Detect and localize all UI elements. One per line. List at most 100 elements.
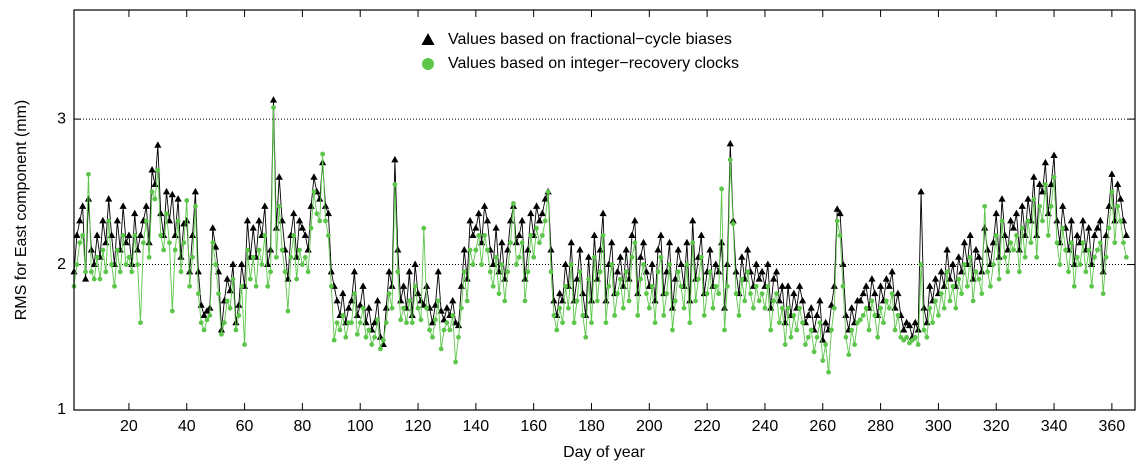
circle-marker	[918, 262, 924, 267]
triangle-marker	[174, 195, 182, 202]
triangle-marker	[350, 267, 359, 275]
circle-marker	[915, 342, 921, 347]
circle-marker	[742, 298, 748, 304]
triangle-marker	[498, 238, 506, 246]
circle-marker	[268, 269, 273, 275]
circle-marker	[768, 327, 774, 333]
circle-marker	[227, 305, 233, 311]
triangle-marker	[732, 267, 740, 275]
triangle-marker	[512, 238, 520, 246]
circle-marker	[221, 320, 227, 326]
triangle-marker	[842, 311, 850, 318]
triangle-marker	[608, 238, 616, 246]
triangle-marker	[417, 296, 425, 304]
circle-marker	[169, 308, 175, 314]
triangle-marker	[790, 289, 798, 297]
circle-marker	[730, 221, 736, 227]
triangle-marker	[556, 289, 564, 297]
circle-marker	[132, 233, 138, 238]
triangle-marker	[113, 216, 121, 224]
triangle-marker	[524, 246, 532, 253]
triangle-marker	[84, 195, 93, 202]
circle-marker	[907, 340, 912, 346]
triangle-marker	[819, 336, 827, 343]
triangle-marker	[371, 318, 379, 326]
circle-marker	[574, 298, 580, 304]
triangle-marker	[1105, 202, 1113, 209]
circle-marker	[1115, 203, 1121, 209]
triangle-marker	[1067, 216, 1075, 224]
circle-marker	[1045, 233, 1051, 238]
circle-marker	[1016, 269, 1022, 275]
x-tick-label: 180	[578, 418, 605, 435]
circle-marker	[138, 320, 143, 326]
triangle-marker	[229, 260, 237, 268]
triangle-marker	[301, 231, 309, 238]
circle-marker	[476, 233, 482, 238]
triangle-marker	[674, 246, 682, 253]
triangle-marker	[1030, 173, 1038, 180]
y-axis-label: RMS for East component (mm)	[13, 100, 30, 321]
circle-marker	[508, 240, 513, 246]
triangle-marker	[1085, 224, 1093, 231]
circle-marker	[933, 298, 938, 304]
circle-marker	[216, 291, 221, 297]
circle-marker	[843, 334, 849, 340]
circle-marker	[282, 269, 288, 275]
circle-marker	[739, 276, 745, 282]
triangle-marker	[940, 282, 948, 289]
circle-marker	[1002, 254, 1008, 260]
x-tick-label: 260	[809, 418, 836, 435]
circle-marker	[103, 269, 109, 275]
circle-marker	[1066, 269, 1071, 275]
circle-marker	[597, 269, 603, 275]
circle-marker	[632, 240, 638, 246]
circle-marker	[670, 327, 675, 333]
circle-marker	[167, 240, 172, 246]
triangle-marker	[333, 296, 341, 304]
triangle-marker	[856, 296, 864, 304]
triangle-marker	[1099, 267, 1107, 275]
circle-marker	[210, 240, 216, 246]
triangle-marker	[269, 96, 278, 103]
circle-marker	[800, 320, 805, 326]
circle-marker	[805, 334, 811, 340]
triangle-marker	[587, 296, 596, 304]
circle-marker	[398, 317, 404, 323]
circle-marker	[765, 283, 771, 289]
triangle-marker	[223, 275, 231, 282]
circle-marker	[112, 283, 117, 289]
triangle-marker	[960, 238, 969, 246]
circle-marker	[262, 233, 268, 238]
circle-marker	[1028, 240, 1034, 246]
triangle-marker	[637, 253, 645, 260]
triangle-marker	[151, 180, 159, 188]
circle-marker	[357, 320, 363, 326]
circle-marker	[363, 334, 369, 340]
triangle-marker	[298, 224, 306, 231]
circle-marker	[811, 349, 817, 355]
circle-marker	[74, 262, 80, 267]
circle-marker	[375, 317, 380, 323]
circle-marker	[276, 203, 282, 209]
circle-marker	[516, 254, 522, 260]
circle-marker	[881, 320, 886, 326]
triangle-marker	[87, 246, 95, 253]
triangle-marker	[871, 289, 879, 297]
x-tick-label: 140	[462, 418, 489, 435]
circle-marker	[1005, 269, 1011, 275]
x-tick-label: 300	[925, 418, 952, 435]
circle-marker	[406, 298, 412, 304]
triangle-marker	[397, 296, 405, 304]
triangle-marker	[622, 246, 630, 253]
x-tick-label: 160	[520, 418, 547, 435]
circle-marker	[901, 337, 907, 343]
triangle-marker	[1033, 231, 1041, 238]
triangle-marker	[125, 231, 133, 238]
circle-marker	[860, 313, 866, 318]
legend-item: Values based on fractional−cycle biases	[421, 31, 732, 48]
circle-marker	[100, 247, 106, 253]
circle-marker	[883, 298, 889, 304]
circle-marker	[580, 313, 586, 318]
circle-marker	[964, 283, 970, 289]
